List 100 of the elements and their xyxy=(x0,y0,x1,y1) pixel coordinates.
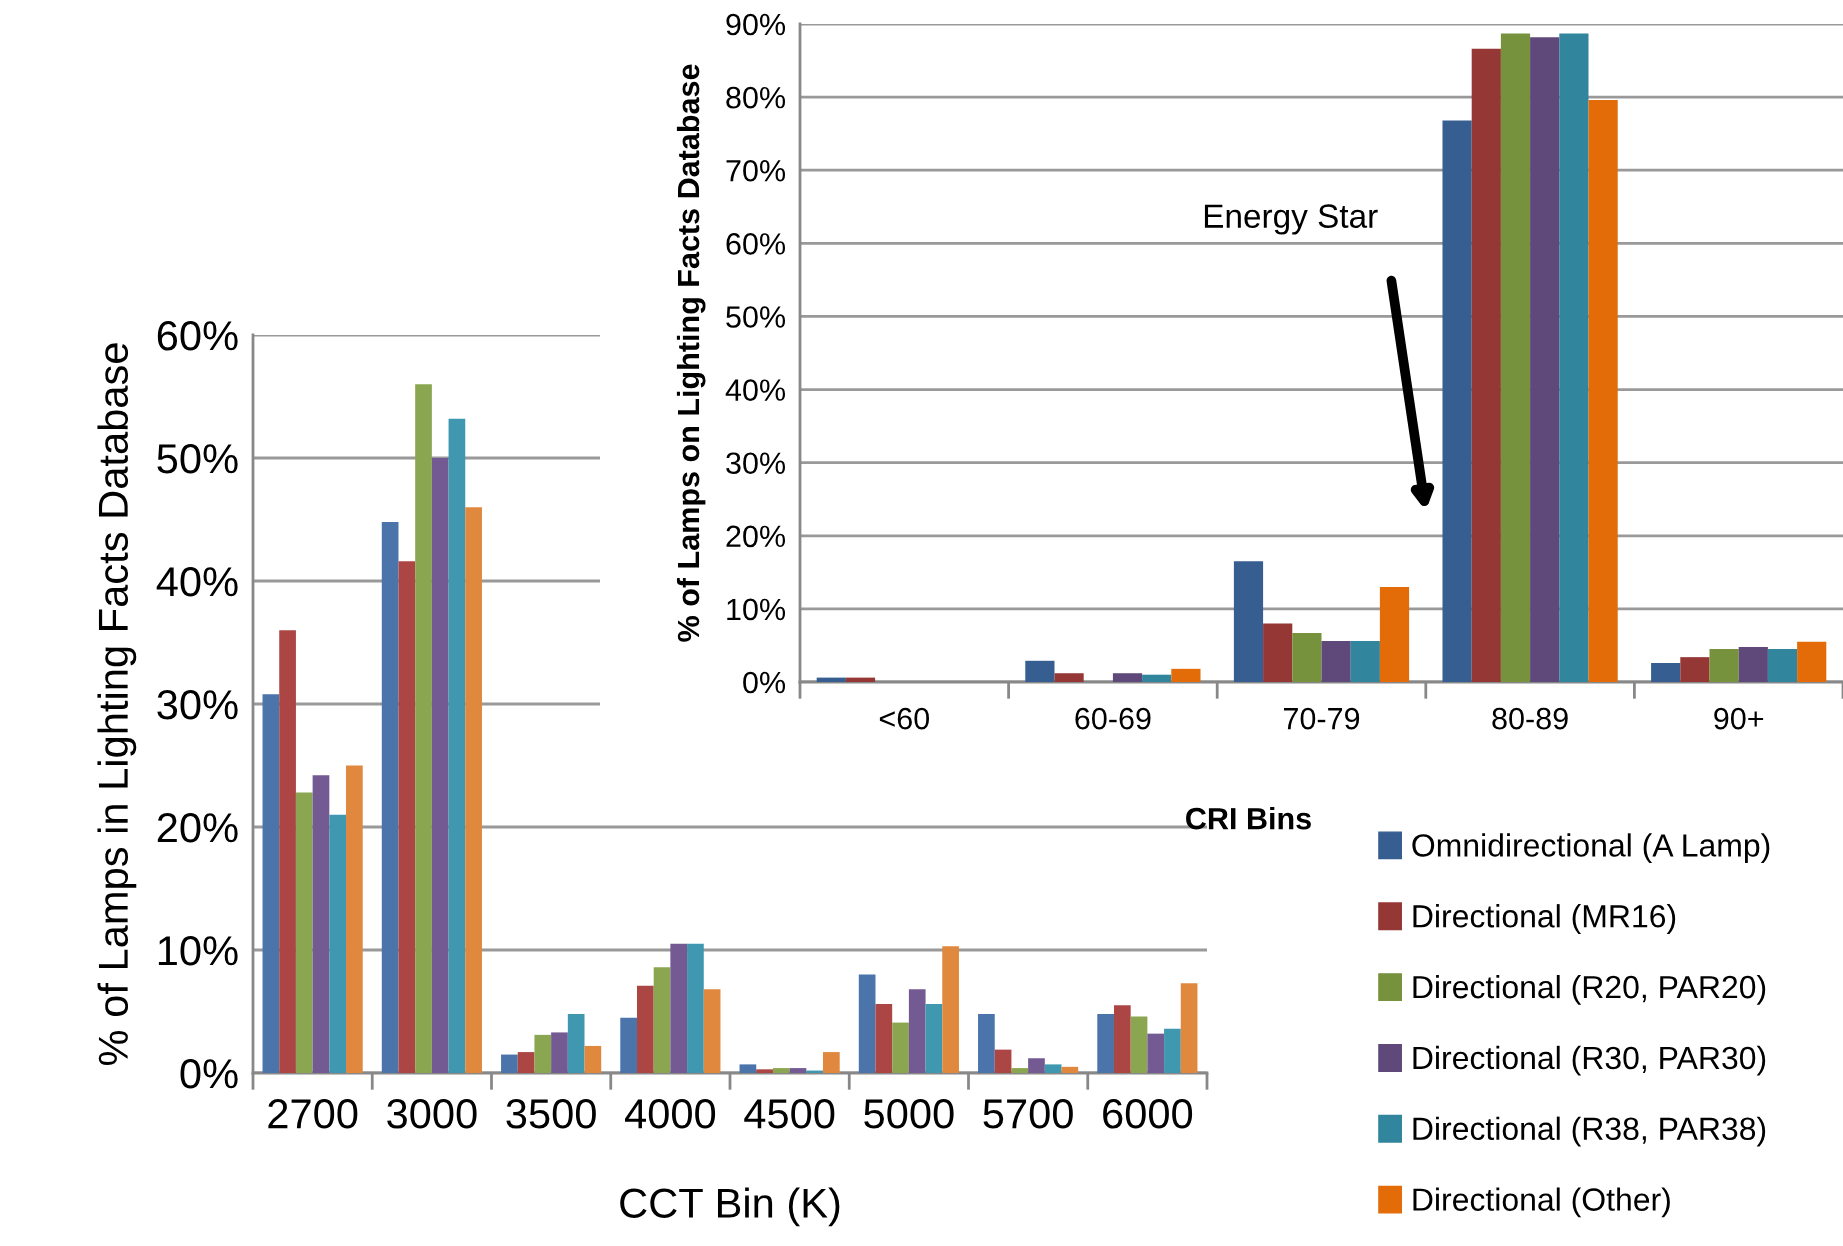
legend-label: Directional (R20, PAR20) xyxy=(1413,974,1766,1005)
bar xyxy=(1471,48,1501,682)
bar xyxy=(279,630,296,1073)
y-tick-label: 30% xyxy=(157,690,238,720)
y-tick-label: 0% xyxy=(743,671,786,694)
bar xyxy=(994,1049,1012,1073)
bar xyxy=(517,1052,535,1073)
bar xyxy=(1767,649,1798,682)
bar xyxy=(1011,1068,1029,1073)
bar xyxy=(1113,1005,1131,1073)
x-axis-title: CCT Bin (K) xyxy=(620,1187,840,1227)
bar xyxy=(789,1068,807,1073)
y-tick-label: 10% xyxy=(158,936,238,966)
bar xyxy=(1321,641,1351,682)
y-tick-label: 20% xyxy=(726,525,786,548)
bar xyxy=(534,1034,552,1073)
bar xyxy=(687,943,704,1073)
y-tick-label: 50% xyxy=(157,444,238,474)
bar xyxy=(816,677,846,682)
bar xyxy=(431,458,449,1073)
y-tick-label: 60% xyxy=(157,321,238,351)
bar xyxy=(636,985,654,1073)
y-tick-label: 0% xyxy=(180,1059,238,1089)
bar xyxy=(620,1017,637,1073)
bar xyxy=(501,1054,518,1073)
bar xyxy=(772,1068,790,1073)
bar xyxy=(1233,561,1264,682)
x-tick-label: 3500 xyxy=(506,1099,596,1129)
bar xyxy=(398,561,416,1073)
bar xyxy=(1379,586,1410,682)
bar xyxy=(925,1004,943,1073)
bar xyxy=(1054,673,1084,682)
x-tick-label: 70-79 xyxy=(1284,707,1360,730)
x-tick-label: 4000 xyxy=(624,1099,716,1129)
bar xyxy=(448,418,466,1073)
bar xyxy=(1588,100,1618,682)
x-tick-label: 60-69 xyxy=(1075,707,1151,730)
y-tick-label: 50% xyxy=(726,306,786,328)
bar xyxy=(1147,1033,1165,1073)
bar xyxy=(858,974,876,1073)
bar xyxy=(1028,1058,1045,1073)
y-tick-label: 30% xyxy=(726,452,786,475)
x-tick-label: 3000 xyxy=(387,1099,477,1129)
bar xyxy=(1530,37,1560,682)
bar xyxy=(1097,1013,1114,1073)
bar xyxy=(1164,1028,1181,1073)
x-tick-label: 6000 xyxy=(1103,1099,1193,1129)
y-tick-label: 40% xyxy=(156,567,238,597)
bar xyxy=(653,967,671,1073)
bar xyxy=(1263,623,1293,682)
bar xyxy=(1180,983,1198,1073)
bar xyxy=(1709,649,1739,682)
y-tick-label: 80% xyxy=(726,86,786,109)
bar xyxy=(1171,668,1201,682)
bar xyxy=(1350,641,1380,682)
bar xyxy=(346,765,363,1073)
bar xyxy=(875,1004,893,1073)
bar xyxy=(465,507,482,1073)
bar xyxy=(584,1045,602,1073)
bar xyxy=(739,1064,757,1073)
bar xyxy=(670,943,688,1073)
bar xyxy=(1292,633,1322,682)
bar xyxy=(1559,33,1589,682)
x-tick-label: 4500 xyxy=(744,1099,835,1129)
x-tick-label: 2700 xyxy=(268,1099,358,1129)
bar xyxy=(1142,674,1172,682)
bar xyxy=(381,521,399,1073)
bar xyxy=(1442,120,1472,682)
bar xyxy=(551,1032,568,1073)
x-tick-label: 90+ xyxy=(1714,707,1764,730)
y-tick-label: 20% xyxy=(157,813,238,843)
bar xyxy=(1061,1066,1079,1073)
bar xyxy=(1500,33,1531,682)
y-tick-label: 90% xyxy=(726,13,786,36)
bar xyxy=(1130,1016,1148,1073)
bar xyxy=(329,814,347,1073)
bar xyxy=(415,384,432,1073)
bar xyxy=(823,1052,840,1073)
y-axis-title: % of Lamps in Lighting Facts Database xyxy=(97,343,137,1065)
x-tick-label: <60 xyxy=(879,707,930,730)
bar xyxy=(1651,662,1681,682)
bar xyxy=(892,1022,909,1073)
y-axis-title: % of Lamps on Lighting Facts Database xyxy=(676,64,706,642)
bar xyxy=(567,1013,585,1073)
legend-label: Directional (R38, PAR38) xyxy=(1413,1116,1766,1147)
bar xyxy=(1025,660,1055,682)
y-tick-label: 60% xyxy=(726,233,786,255)
x-axis-title: CRI Bins xyxy=(1186,807,1311,830)
bar xyxy=(1797,641,1827,682)
bar xyxy=(1044,1064,1062,1073)
legend-label: Directional (R30, PAR30) xyxy=(1413,1045,1766,1076)
bar xyxy=(908,989,926,1073)
y-tick-label: 70% xyxy=(726,159,786,182)
bar xyxy=(1738,646,1768,682)
legend-label: Omnidirectional (A Lamp) xyxy=(1412,833,1770,864)
y-tick-label: 10% xyxy=(727,598,786,621)
bar xyxy=(295,792,313,1073)
x-tick-label: 80-89 xyxy=(1492,707,1568,730)
bar xyxy=(942,946,959,1073)
bar xyxy=(1112,673,1143,682)
